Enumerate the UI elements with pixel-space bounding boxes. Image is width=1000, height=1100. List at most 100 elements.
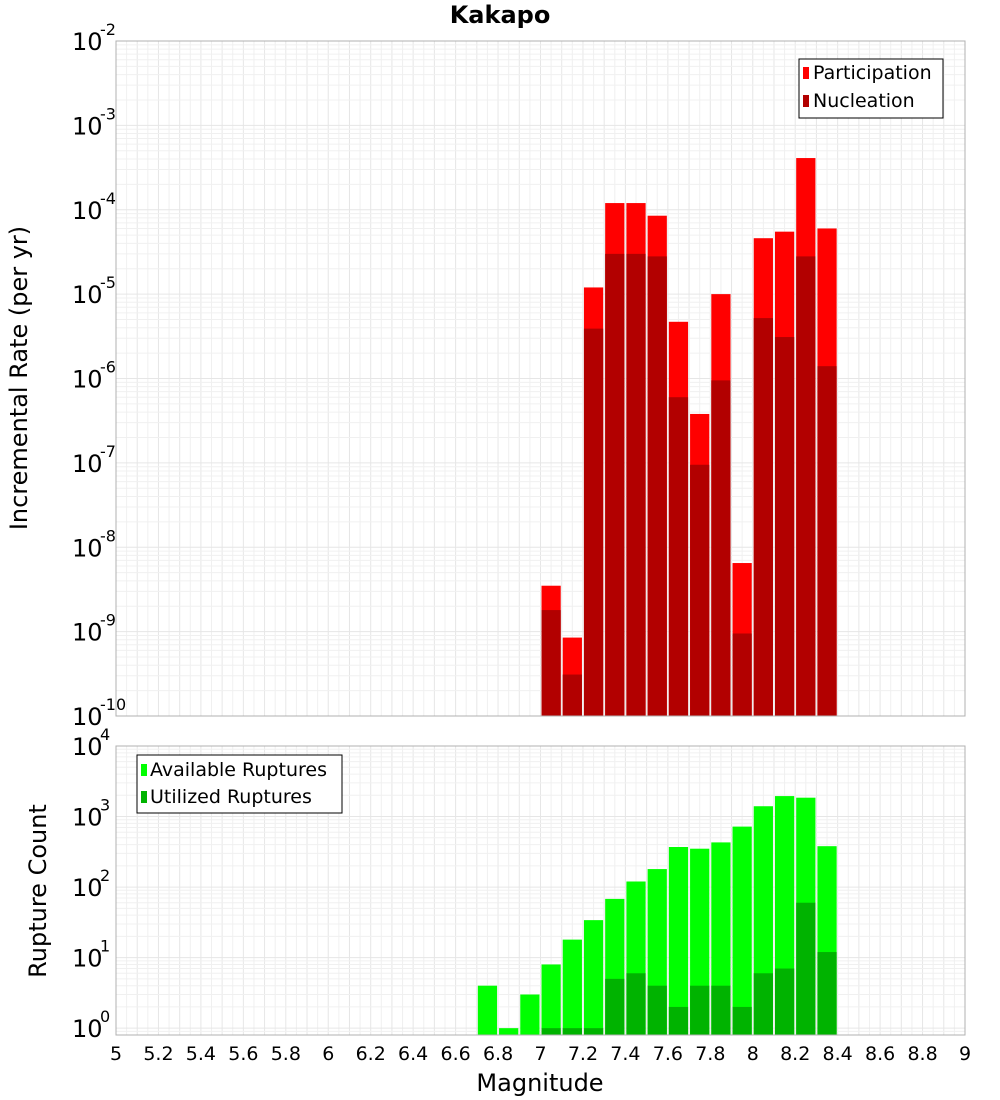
count-plot-bars bbox=[477, 796, 837, 1035]
chart-title: Kakapo bbox=[450, 1, 551, 29]
count-bar-utilized-ruptures bbox=[753, 973, 773, 1035]
rate-y-tick-base: 10 bbox=[72, 450, 103, 478]
count-bar-available-ruptures bbox=[732, 826, 752, 1035]
rate-bar-nucleation bbox=[796, 256, 816, 716]
x-axis-label: Magnitude bbox=[476, 1069, 603, 1097]
count-bar-available-ruptures bbox=[562, 939, 582, 1035]
count-y-tick-label: 101 bbox=[72, 937, 110, 973]
count-y-tick-base: 10 bbox=[72, 874, 103, 902]
rate-legend-box bbox=[798, 58, 944, 119]
rate-bar-nucleation bbox=[541, 610, 561, 716]
x-tick-label: 7.6 bbox=[653, 1043, 683, 1065]
rate-y-tick-label: 10-9 bbox=[72, 611, 116, 647]
x-tick-label: 8.8 bbox=[907, 1043, 937, 1065]
rate-y-tick-base: 10 bbox=[72, 197, 103, 225]
rate-y-tick-exponent: -4 bbox=[100, 189, 116, 208]
count-y-tick-exponent: 4 bbox=[100, 725, 110, 744]
x-tick-label: 7.4 bbox=[610, 1043, 640, 1065]
rate-y-tick-exponent: -9 bbox=[100, 611, 116, 630]
x-tick-label: 7 bbox=[534, 1043, 546, 1065]
x-tick-label: 6.2 bbox=[356, 1043, 386, 1065]
count-y-tick-base: 10 bbox=[72, 1015, 103, 1043]
rate-y-tick-exponent: -8 bbox=[100, 526, 116, 545]
count-y-tick-exponent: 2 bbox=[100, 866, 110, 885]
count-bar-available-ruptures bbox=[668, 847, 689, 1035]
rate-y-tick-exponent: -3 bbox=[100, 104, 116, 123]
x-tick-label: 6.6 bbox=[440, 1043, 470, 1065]
available-legend-label: Available Ruptures bbox=[150, 759, 327, 781]
rate-plot-y-label: Incremental Rate (per yr) bbox=[5, 226, 33, 530]
x-tick-label: 7.2 bbox=[568, 1043, 598, 1065]
rate-plot-legend: Participation Nucleation bbox=[798, 58, 944, 119]
rate-y-tick-label: 10-2 bbox=[72, 20, 116, 56]
count-plot-legend: Available Ruptures Utilized Ruptures bbox=[136, 754, 343, 814]
count-plot-y-label: Rupture Count bbox=[24, 804, 52, 978]
rate-y-tick-exponent: -6 bbox=[100, 358, 116, 377]
rate-y-tick-exponent: -7 bbox=[100, 442, 116, 461]
x-tick-label: 7.8 bbox=[695, 1043, 725, 1065]
x-tick-label: 5.6 bbox=[228, 1043, 258, 1065]
count-bar-utilized-ruptures bbox=[817, 952, 837, 1035]
rate-plot-frame bbox=[115, 40, 966, 717]
rate-y-tick-label: 10-5 bbox=[72, 273, 116, 309]
count-bar-utilized-ruptures bbox=[774, 968, 795, 1035]
rate-y-tick-base: 10 bbox=[72, 281, 103, 309]
utilized-legend-swatch bbox=[141, 791, 147, 803]
rate-y-tick-label: 10-7 bbox=[72, 442, 116, 478]
count-bar-utilized-ruptures bbox=[690, 985, 710, 1035]
rate-y-tick-base: 10 bbox=[72, 366, 103, 394]
count-bar-available-ruptures bbox=[541, 964, 561, 1035]
nucleation-legend-swatch bbox=[803, 95, 809, 107]
x-tick-label: 5.2 bbox=[143, 1043, 173, 1065]
rate-bar-nucleation bbox=[711, 380, 731, 716]
rate-bar-nucleation bbox=[774, 337, 795, 716]
count-y-tick-label: 102 bbox=[72, 866, 110, 902]
rate-bar-nucleation bbox=[668, 397, 689, 716]
available-legend-swatch bbox=[141, 764, 147, 776]
count-bar-utilized-ruptures bbox=[583, 1028, 604, 1035]
rate-y-tick-base: 10 bbox=[72, 534, 103, 562]
rate-y-tick-base: 10 bbox=[72, 112, 103, 140]
utilized-legend-label: Utilized Ruptures bbox=[150, 786, 312, 808]
count-bar-available-ruptures bbox=[499, 1028, 519, 1035]
nucleation-legend-label: Nucleation bbox=[813, 90, 915, 112]
x-tick-label: 5.8 bbox=[271, 1043, 301, 1065]
count-bar-utilized-ruptures bbox=[605, 978, 625, 1035]
x-tick-label: 8.6 bbox=[865, 1043, 895, 1065]
rate-bar-nucleation bbox=[690, 464, 710, 716]
x-tick-label: 6.4 bbox=[398, 1043, 428, 1065]
count-bar-utilized-ruptures bbox=[711, 985, 731, 1035]
rate-y-tick-label: 10-6 bbox=[72, 358, 116, 394]
rate-y-tick-base: 10 bbox=[72, 28, 103, 56]
count-bar-utilized-ruptures bbox=[732, 1006, 752, 1035]
count-bar-utilized-ruptures bbox=[796, 902, 816, 1035]
count-bar-available-ruptures bbox=[520, 994, 540, 1035]
count-plot-frame bbox=[115, 745, 966, 1036]
count-bar-utilized-ruptures bbox=[626, 973, 646, 1035]
count-y-tick-label: 104 bbox=[72, 725, 110, 761]
count-bar-utilized-ruptures bbox=[647, 985, 667, 1035]
count-y-tick-base: 10 bbox=[72, 733, 103, 761]
count-bar-utilized-ruptures bbox=[541, 1028, 561, 1035]
rate-y-tick-base: 10 bbox=[72, 703, 103, 731]
participation-legend-swatch bbox=[803, 67, 809, 79]
rate-bar-nucleation bbox=[583, 328, 604, 716]
participation-legend-label: Participation bbox=[813, 62, 932, 84]
count-y-tick-base: 10 bbox=[72, 945, 103, 973]
count-y-tick-exponent: 3 bbox=[100, 796, 110, 815]
rate-bar-nucleation bbox=[732, 633, 752, 716]
rate-bar-nucleation bbox=[753, 318, 773, 716]
x-tick-label: 5.4 bbox=[186, 1043, 216, 1065]
rate-y-tick-label: 10-8 bbox=[72, 526, 116, 562]
count-plot-x-ticks: 5 5.2 5.4 5.6 5.8 6 6.2 6.4 6.6 6.8 7 7.2 7.4 7.6 7.8 8… bbox=[110, 1043, 971, 1065]
rate-bar-nucleation bbox=[605, 253, 625, 716]
count-bar-utilized-ruptures bbox=[562, 1028, 582, 1035]
rate-bar-nucleation bbox=[626, 253, 646, 716]
rate-bar-nucleation bbox=[817, 366, 837, 716]
count-y-tick-exponent: 1 bbox=[100, 937, 110, 956]
count-bar-available-ruptures bbox=[583, 920, 604, 1035]
